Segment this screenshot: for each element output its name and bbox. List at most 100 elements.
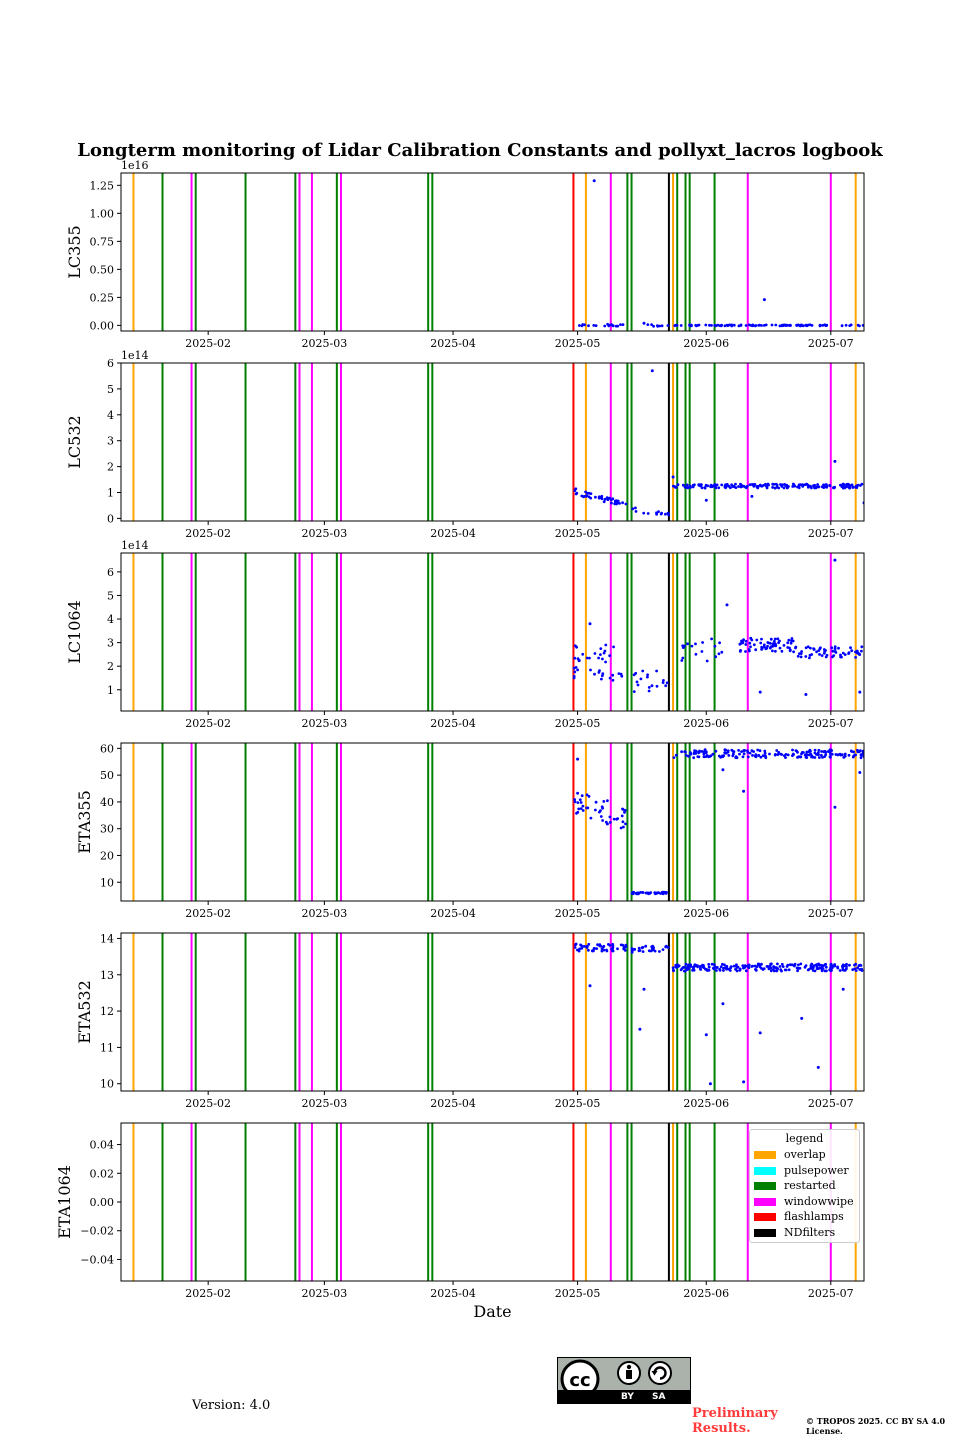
data-point bbox=[700, 650, 704, 653]
data-point bbox=[758, 1031, 762, 1035]
y-tick-label: 14 bbox=[100, 932, 114, 945]
data-point bbox=[820, 654, 824, 657]
data-point bbox=[680, 967, 684, 970]
data-point bbox=[719, 965, 723, 969]
data-point bbox=[659, 512, 663, 516]
data-point bbox=[800, 650, 803, 653]
data-point bbox=[830, 969, 833, 972]
data-point bbox=[831, 655, 834, 659]
data-point bbox=[758, 749, 762, 753]
y-tick-label: −0.04 bbox=[80, 1253, 114, 1266]
data-point bbox=[786, 641, 790, 645]
y-axis-label: ETA1064 bbox=[55, 1165, 74, 1239]
data-point bbox=[854, 656, 857, 659]
data-point bbox=[619, 323, 622, 326]
x-tick-label: 2025-07 bbox=[808, 717, 854, 730]
data-point bbox=[789, 324, 792, 327]
data-point bbox=[840, 753, 844, 757]
data-point bbox=[846, 483, 849, 486]
data-point bbox=[810, 962, 814, 966]
data-point bbox=[684, 754, 688, 757]
x-tick-label: 2025-03 bbox=[302, 907, 348, 920]
data-point bbox=[775, 485, 779, 489]
data-point bbox=[637, 949, 641, 953]
data-point bbox=[828, 755, 832, 759]
data-point bbox=[847, 753, 851, 757]
data-point bbox=[828, 751, 832, 754]
data-point bbox=[754, 324, 758, 327]
data-point bbox=[655, 511, 658, 515]
data-point bbox=[768, 752, 771, 756]
y-tick-label: 10 bbox=[100, 1078, 114, 1091]
data-point bbox=[793, 484, 797, 488]
data-point bbox=[651, 944, 655, 948]
data-point bbox=[656, 324, 659, 327]
data-point bbox=[594, 495, 597, 499]
data-point bbox=[734, 486, 738, 489]
data-point bbox=[759, 641, 763, 645]
data-point bbox=[681, 483, 685, 487]
data-point bbox=[609, 498, 613, 502]
data-point bbox=[852, 485, 855, 489]
y-offset-label: 1e14 bbox=[121, 349, 149, 362]
data-point bbox=[606, 322, 609, 326]
data-point bbox=[582, 945, 586, 948]
data-point bbox=[617, 672, 621, 675]
y-tick-label: 1.25 bbox=[90, 179, 115, 192]
data-point bbox=[642, 321, 646, 325]
data-point bbox=[786, 963, 790, 967]
data-point bbox=[700, 483, 703, 487]
data-point bbox=[742, 1080, 746, 1084]
y-axis-label: LC532 bbox=[65, 415, 84, 468]
x-tick-label: 2025-05 bbox=[555, 337, 601, 350]
data-point bbox=[744, 324, 748, 327]
data-point bbox=[760, 324, 763, 327]
data-point bbox=[787, 485, 790, 488]
data-point bbox=[757, 754, 761, 757]
y-tick-label: 0.00 bbox=[90, 319, 115, 332]
data-point bbox=[833, 645, 837, 648]
data-point bbox=[856, 748, 859, 752]
data-point bbox=[792, 650, 795, 654]
data-point bbox=[861, 749, 864, 753]
data-point bbox=[602, 800, 606, 803]
data-point bbox=[574, 487, 578, 491]
data-point bbox=[621, 501, 624, 505]
data-point bbox=[713, 963, 716, 967]
data-point bbox=[746, 755, 750, 759]
data-point bbox=[600, 947, 604, 951]
data-point bbox=[623, 949, 627, 952]
cc-icons: cc bbox=[560, 1359, 672, 1392]
data-point bbox=[572, 676, 576, 680]
data-point bbox=[619, 826, 623, 830]
data-point bbox=[700, 750, 704, 753]
x-tick-label: 2025-06 bbox=[683, 717, 729, 730]
data-point bbox=[698, 965, 702, 968]
x-tick-label: 2025-03 bbox=[302, 1287, 348, 1300]
data-point bbox=[588, 984, 592, 988]
data-point bbox=[854, 962, 858, 966]
data-point bbox=[738, 642, 742, 646]
data-point bbox=[805, 323, 808, 327]
data-point bbox=[715, 966, 719, 969]
data-point bbox=[717, 486, 721, 490]
data-point bbox=[841, 486, 845, 490]
data-point bbox=[843, 653, 847, 656]
data-point bbox=[574, 942, 578, 946]
data-point bbox=[658, 950, 661, 953]
data-point bbox=[847, 485, 851, 489]
data-point bbox=[771, 486, 774, 489]
data-point bbox=[818, 324, 822, 328]
data-point bbox=[611, 942, 614, 946]
data-point bbox=[849, 323, 853, 327]
data-point bbox=[744, 969, 748, 973]
data-point bbox=[574, 492, 578, 496]
data-point bbox=[799, 962, 803, 966]
data-point bbox=[839, 653, 842, 657]
data-point bbox=[783, 483, 786, 486]
data-point bbox=[817, 753, 820, 757]
data-point bbox=[858, 749, 862, 753]
data-point bbox=[849, 646, 852, 650]
data-point bbox=[787, 968, 791, 972]
data-point bbox=[620, 674, 624, 678]
